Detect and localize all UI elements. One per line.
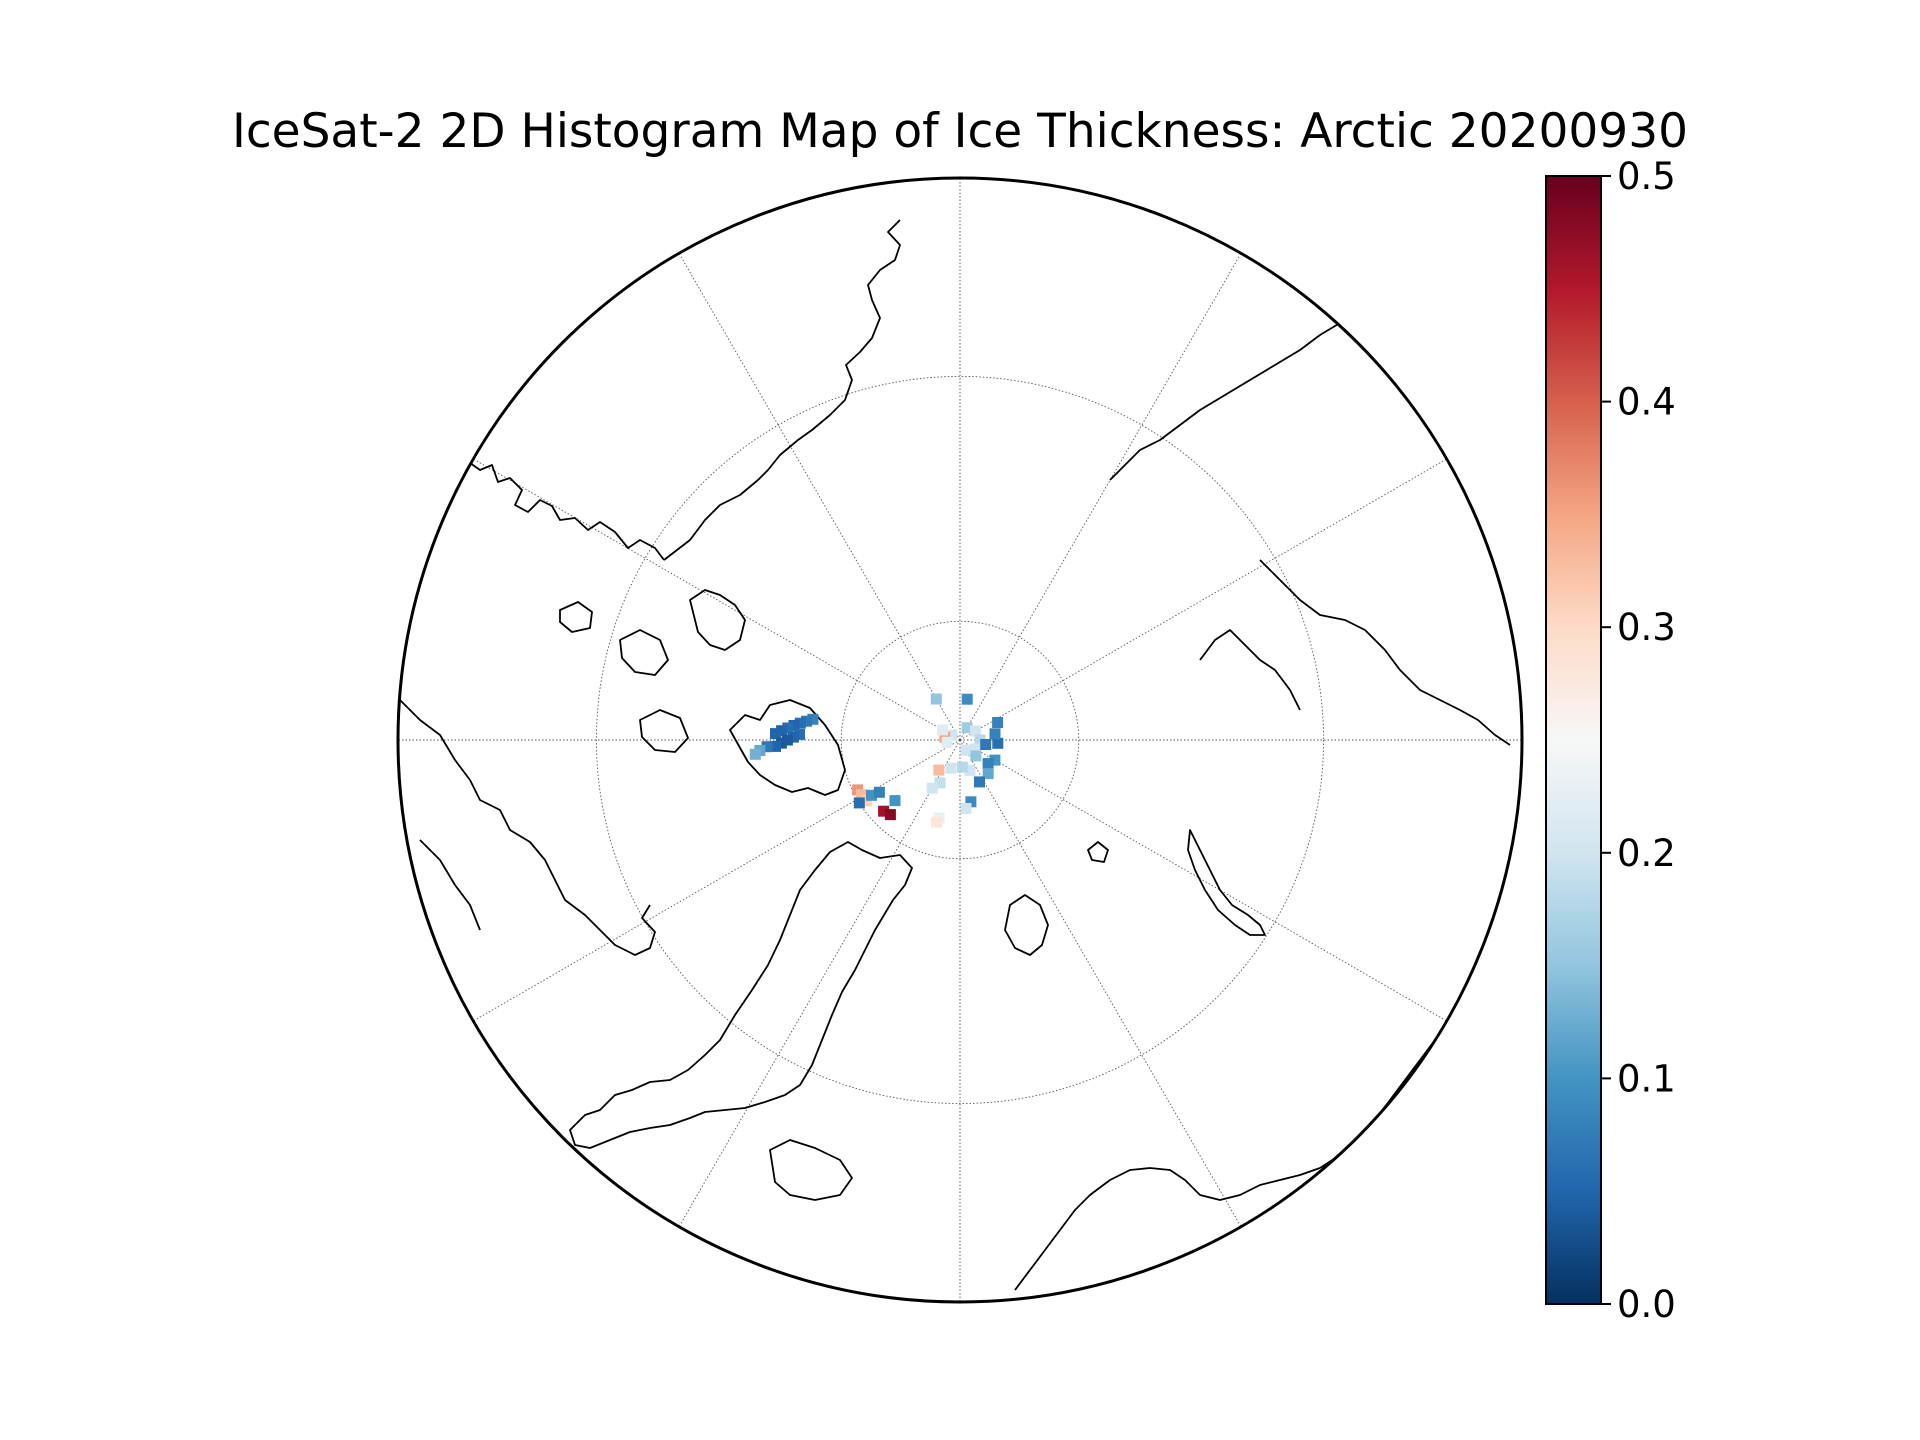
coastline-canada-mainland (462, 457, 665, 561)
data-cell-4 (782, 722, 794, 734)
map-boundary (396, 176, 1524, 1304)
data-cell-18 (853, 797, 865, 809)
data-cell-49 (956, 761, 968, 773)
meridian-120 (959, 458, 1447, 741)
data-cell-28 (941, 736, 953, 748)
parallel-80 (840, 620, 1080, 860)
data-cell-3 (788, 720, 800, 731)
data-cell-53 (931, 816, 942, 828)
coastline-novaya-zemlya (1187, 829, 1266, 936)
colorbar-tick-label: 0.0 (1617, 1283, 1676, 1326)
data-cell-43 (974, 776, 985, 788)
data-cell-48 (926, 782, 938, 794)
coastline-canada-west (399, 699, 471, 781)
colorbar-gradient (1545, 175, 1602, 1305)
colorbar-tick-label: 0.5 (1617, 155, 1676, 198)
parallel-60 (595, 375, 1325, 1105)
data-cell-29 (937, 724, 949, 736)
meridian-330 (678, 739, 961, 1227)
coastline-chukotka (1109, 304, 1361, 481)
data-cell-39 (992, 717, 1004, 728)
data-cell-21 (866, 789, 877, 801)
data-cells (749, 693, 1004, 828)
coastlines (399, 219, 1521, 1291)
data-cell-36 (980, 739, 992, 750)
coastline-nunavut (419, 839, 481, 931)
data-cell-35 (970, 750, 982, 762)
colorbar-tick-label: 0.3 (1617, 606, 1676, 649)
colorbar-tick-label: 0.2 (1617, 832, 1676, 875)
data-cell-1 (801, 715, 813, 727)
meridian-150 (959, 253, 1242, 741)
data-cell-12 (761, 741, 773, 753)
data-cell-34 (960, 744, 972, 756)
data-cell-31 (969, 725, 981, 737)
data-cell-30 (961, 722, 973, 734)
data-cell-45 (934, 777, 946, 789)
colorbar-ticks: 0.0 0.1 0.2 0.3 0.4 0.5 (1601, 155, 1676, 1326)
data-cell-22 (873, 786, 885, 798)
graticule-lines (398, 178, 1522, 1302)
coastline-taimyr (1199, 629, 1301, 711)
meridian-30 (959, 739, 1242, 1227)
data-cell-19 (878, 805, 890, 817)
colorbar-tick-label: 0.1 (1617, 1057, 1676, 1100)
data-cell-38 (989, 728, 1001, 740)
coastline-hudson-region (469, 779, 656, 956)
data-cell-7 (794, 728, 805, 740)
data-cell-44 (964, 764, 976, 776)
coastline-siberia (1259, 559, 1511, 746)
meridian-60 (959, 739, 1447, 1022)
coastline-svalbard (1004, 894, 1049, 956)
data-cell-26 (946, 729, 958, 741)
coastline-ellesmere (729, 699, 846, 796)
data-cell-11 (770, 740, 781, 752)
data-cell-32 (974, 734, 986, 746)
data-cell-20 (884, 809, 896, 821)
data-cell-8 (787, 731, 799, 743)
data-cell-51 (960, 803, 972, 814)
data-cell-46 (945, 762, 957, 774)
meridian-240 (473, 458, 961, 741)
data-cell-16 (855, 789, 867, 801)
coastline-franz-josef (1087, 841, 1109, 863)
coastline-scandinavia (1014, 1167, 1321, 1291)
data-cell-23 (889, 795, 901, 807)
data-cell-40 (989, 754, 1001, 766)
data-cell-14 (749, 748, 761, 760)
data-cell-33 (969, 743, 981, 755)
data-cell-41 (982, 758, 994, 770)
coastline-greenland (569, 841, 913, 1149)
coastline-canadian-islands-b (619, 629, 669, 676)
coastline-canadian-islands-c (559, 601, 593, 633)
colorbar: 0.0 0.1 0.2 0.3 0.4 0.5 (1545, 155, 1676, 1326)
data-cell-5 (776, 725, 788, 737)
coastline-banks-island (639, 709, 689, 753)
coastline-alaska (663, 219, 901, 561)
data-cell-2 (794, 717, 806, 729)
coastline-canadian-islands-a (689, 589, 746, 651)
data-cell-42 (982, 768, 994, 780)
chart-title: IceSat-2 2D Histogram Map of Ice Thickne… (231, 104, 1689, 159)
meridian-210 (678, 253, 961, 741)
data-cell-6 (770, 728, 781, 740)
data-cell-37 (992, 737, 1004, 749)
data-cell-24 (930, 693, 942, 705)
data-cell-47 (933, 764, 945, 776)
data-cell-50 (965, 796, 977, 808)
data-cell-9 (781, 734, 793, 746)
data-cell-25 (961, 693, 973, 705)
colorbar-tick-label: 0.4 (1617, 381, 1676, 424)
meridian-300 (473, 739, 961, 1022)
coastline-iceland (769, 1139, 853, 1201)
data-cell-0 (807, 713, 819, 725)
data-cell-10 (775, 737, 787, 749)
